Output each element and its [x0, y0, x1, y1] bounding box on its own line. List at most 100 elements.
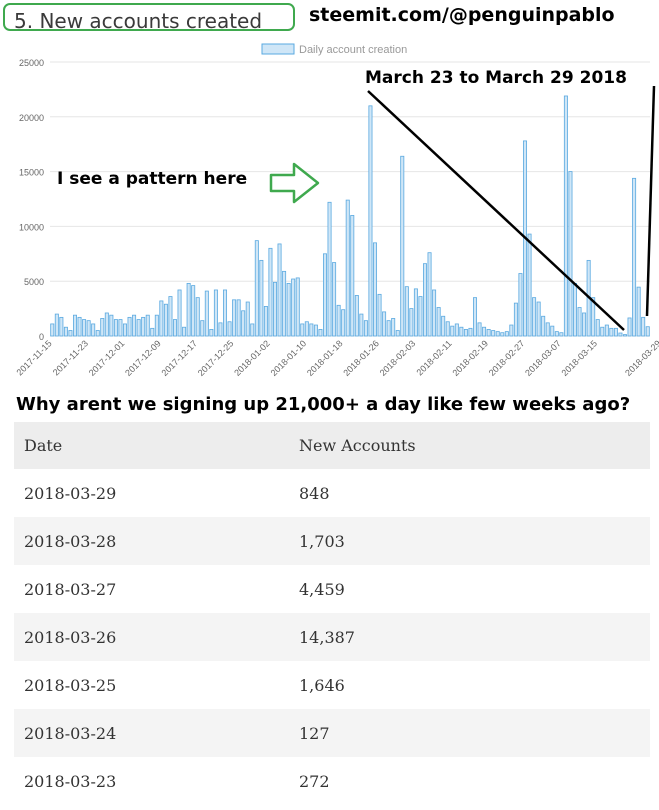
- bar: [423, 263, 427, 337]
- green-arrow-icon: [269, 162, 320, 204]
- bar: [309, 323, 314, 337]
- y-tick-label: 10000: [19, 222, 44, 232]
- bar: [213, 289, 218, 337]
- bar: [250, 323, 255, 337]
- bar: [413, 288, 418, 337]
- bar: [445, 321, 450, 337]
- bar: [295, 277, 300, 337]
- daily-account-creation-chart: Daily account creation 0 5000 10000 15000 20…: [15, 43, 659, 378]
- x-tick-label: 2018-02-03: [378, 338, 418, 378]
- bar: [304, 321, 309, 337]
- bar: [50, 323, 55, 337]
- annotation-overlay: [269, 85, 656, 331]
- bar: [186, 282, 191, 337]
- bar: [404, 286, 409, 337]
- bar: [436, 307, 441, 337]
- bar: [95, 330, 100, 337]
- bar: [495, 331, 500, 337]
- bar: [191, 285, 196, 337]
- bar: [613, 327, 618, 337]
- x-tick-label: 2017-12-09: [123, 338, 163, 378]
- diagonal-pointer-line: [367, 90, 625, 331]
- bar: [591, 297, 596, 337]
- bar: [54, 313, 59, 337]
- count-cell: 848: [289, 469, 650, 517]
- bar: [259, 259, 264, 337]
- bar: [123, 323, 127, 337]
- x-tick-label: 2018-02-11: [415, 338, 454, 377]
- bar: [73, 314, 77, 337]
- bar: [63, 326, 68, 337]
- bar: [645, 326, 650, 337]
- bar: [159, 300, 164, 337]
- bar: [77, 316, 82, 337]
- bar: [636, 286, 641, 337]
- bar: [473, 297, 477, 337]
- bar: [286, 282, 291, 337]
- bar: [282, 270, 287, 337]
- table-row: 2018-03-28 1,703: [14, 517, 650, 565]
- bar: [468, 327, 473, 337]
- bar: [273, 281, 277, 337]
- y-tick-label: 5000: [24, 277, 44, 287]
- legend-label: Daily account creation: [299, 44, 407, 56]
- y-axis-ticks: 0 5000 10000 15000 20000 25000: [19, 58, 44, 342]
- bar: [504, 331, 509, 337]
- question-heading: Why arent we signing up 21,000+ a day li…: [16, 394, 631, 415]
- y-tick-label: 25000: [19, 58, 44, 68]
- bar: [641, 316, 646, 337]
- bar: [609, 327, 614, 337]
- bar: [550, 325, 555, 337]
- bar: [545, 322, 550, 337]
- count-cell: 14,387: [289, 613, 650, 661]
- date-cell: 2018-03-25: [14, 661, 289, 709]
- chart-grid: [50, 61, 650, 337]
- bar: [459, 326, 464, 337]
- count-cell: 272: [289, 757, 650, 805]
- x-tick-label: 2017-11-15: [15, 338, 54, 377]
- date-cell: 2018-03-28: [14, 517, 289, 565]
- bar: [577, 307, 582, 337]
- bar: [518, 273, 523, 337]
- table-header-row: Date New Accounts: [14, 422, 650, 469]
- bar: [463, 329, 468, 337]
- x-tick-label: 2018-03-15: [560, 338, 600, 378]
- bar: [327, 201, 332, 337]
- bar: [573, 282, 577, 337]
- bar: [582, 312, 587, 337]
- bar: [113, 319, 118, 337]
- site-link[interactable]: steemit.com/@penguinpablo: [309, 4, 615, 26]
- section-title: 5. New accounts created: [14, 9, 263, 33]
- x-tick-label: 2018-03-07: [523, 338, 563, 378]
- x-tick-label: 2017-11-23: [51, 338, 90, 377]
- bar: [336, 304, 341, 337]
- bar: [382, 311, 387, 337]
- bar: [182, 326, 187, 337]
- bar: [391, 318, 396, 337]
- bar: [386, 320, 391, 337]
- bar: [291, 278, 296, 337]
- bar: [227, 321, 232, 337]
- table-row: 2018-03-27 4,459: [14, 565, 650, 613]
- x-axis-ticks: 2017-11-152017-11-232017-12-012017-12-09…: [15, 338, 659, 378]
- bar: [136, 319, 141, 337]
- date-column-header: Date: [14, 422, 289, 469]
- bar: [513, 302, 518, 337]
- bar: [313, 324, 318, 337]
- bar: [59, 316, 64, 337]
- bar: [409, 308, 414, 337]
- x-tick-label: 2018-02-27: [487, 338, 527, 378]
- x-tick-label: 2017-12-17: [160, 338, 200, 378]
- date-cell: 2018-03-24: [14, 709, 289, 757]
- bar: [600, 326, 605, 337]
- bar: [454, 323, 459, 337]
- bar: [541, 315, 546, 337]
- bar: [532, 297, 537, 337]
- count-cell: 127: [289, 709, 650, 757]
- table-row: 2018-03-26 14,387: [14, 613, 650, 661]
- legend-swatch: [261, 43, 295, 55]
- bar: [400, 155, 405, 337]
- bar: [368, 105, 373, 337]
- bar: [491, 330, 496, 337]
- bar: [145, 314, 150, 337]
